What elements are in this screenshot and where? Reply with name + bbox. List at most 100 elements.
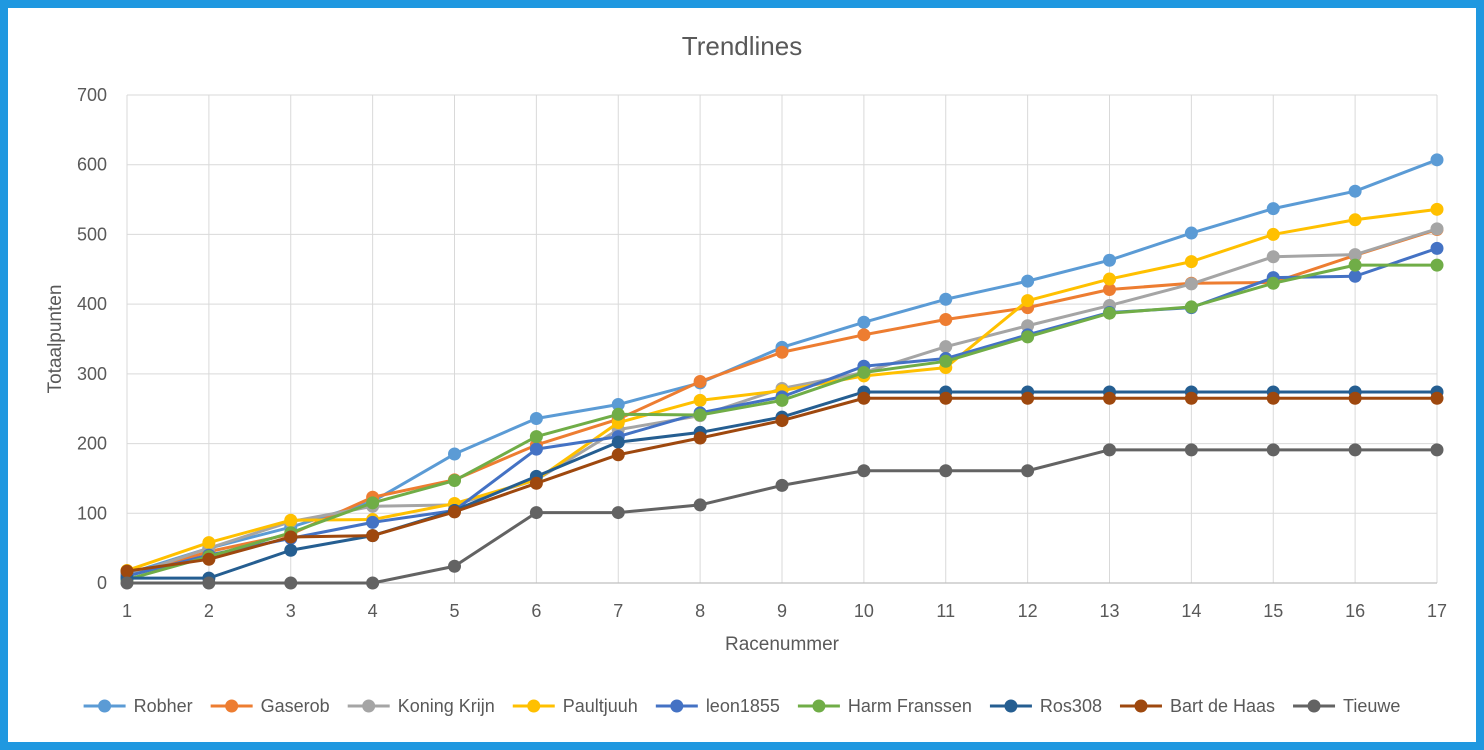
- data-point: [857, 328, 871, 342]
- data-point: [1266, 276, 1280, 290]
- y-tick-label: 100: [77, 503, 107, 523]
- data-point: [1103, 391, 1116, 405]
- data-point: [1430, 391, 1444, 405]
- y-tick-label: 500: [77, 224, 107, 244]
- data-point: [1021, 294, 1035, 308]
- data-point: [611, 435, 625, 449]
- data-point: [366, 515, 380, 529]
- data-point: [693, 408, 707, 422]
- legend-label: Paultjuuh: [563, 696, 638, 716]
- x-tick-label: 10: [854, 601, 874, 621]
- data-point: [1348, 391, 1362, 405]
- y-tick-label: 400: [77, 294, 107, 314]
- y-tick-label: 700: [77, 85, 107, 105]
- data-point: [366, 529, 380, 543]
- y-tick-label: 0: [97, 573, 107, 593]
- series-bart-de-haas: [120, 391, 1444, 578]
- data-point: [775, 393, 789, 407]
- x-tick-label: 4: [368, 601, 378, 621]
- chart-title: Trendlines: [682, 31, 802, 61]
- data-point: [1021, 330, 1035, 344]
- data-point: [1348, 258, 1362, 272]
- data-point: [202, 552, 216, 566]
- data-point: [284, 576, 298, 590]
- data-point: [1430, 241, 1444, 255]
- legend-label: Robher: [134, 696, 193, 716]
- data-point: [1266, 443, 1280, 457]
- legend-swatch-marker: [527, 699, 541, 713]
- data-point: [939, 312, 953, 326]
- data-point: [1021, 464, 1035, 478]
- data-point: [775, 345, 789, 359]
- y-tick-label: 300: [77, 364, 107, 384]
- x-tick-label: 7: [613, 601, 623, 621]
- legend-swatch-marker: [362, 699, 376, 713]
- data-point: [857, 391, 871, 405]
- data-point: [1103, 443, 1116, 457]
- data-point: [284, 543, 298, 557]
- legend-item-harm-franssen: Harm Franssen: [797, 696, 972, 716]
- data-point: [1266, 227, 1280, 241]
- data-point: [202, 536, 216, 550]
- legend-swatch-marker: [812, 699, 826, 713]
- data-point: [1184, 391, 1198, 405]
- data-point: [1103, 283, 1116, 297]
- legend-item-koning-krijn: Koning Krijn: [347, 696, 495, 716]
- x-tick-label: 1: [122, 601, 132, 621]
- data-point: [1266, 250, 1280, 264]
- series-lines: [120, 153, 1444, 590]
- data-point: [529, 476, 543, 490]
- legend-swatch-marker: [225, 699, 239, 713]
- data-point: [1184, 443, 1198, 457]
- x-axis-label: Racenummer: [725, 634, 840, 655]
- data-point: [775, 414, 789, 428]
- data-point: [1184, 277, 1198, 291]
- data-point: [693, 431, 707, 445]
- data-point: [284, 530, 298, 544]
- legend-swatch-marker: [98, 699, 112, 713]
- data-point: [1348, 269, 1362, 283]
- data-point: [1430, 443, 1444, 457]
- legend: Robher Gaserob Koning Krijn Paultjuuh leon18…: [83, 696, 1400, 716]
- x-tick-label: 13: [1099, 601, 1119, 621]
- data-point: [693, 393, 707, 407]
- y-tick-label: 600: [77, 155, 107, 175]
- data-point: [529, 430, 543, 444]
- data-point: [1348, 213, 1362, 227]
- x-tick-label: 8: [695, 601, 705, 621]
- y-tick-label: 200: [77, 434, 107, 454]
- data-point: [775, 478, 789, 492]
- data-point: [1184, 255, 1198, 269]
- legend-label: Bart de Haas: [1170, 696, 1275, 716]
- data-point: [1103, 272, 1116, 286]
- data-point: [1430, 153, 1444, 167]
- x-tick-label: 6: [531, 601, 541, 621]
- data-point: [448, 559, 461, 573]
- data-point: [611, 398, 625, 412]
- legend-item-ros308: Ros308: [989, 696, 1102, 716]
- data-point: [1266, 202, 1280, 216]
- data-point: [1021, 319, 1035, 333]
- data-point: [529, 411, 543, 425]
- y-axis-label: Totaalpunten: [45, 285, 66, 394]
- x-tick-label: 17: [1427, 601, 1447, 621]
- x-tick-label: 5: [449, 601, 459, 621]
- data-point: [1103, 253, 1116, 267]
- data-point: [1430, 202, 1444, 216]
- data-point: [1021, 391, 1035, 405]
- data-point: [1266, 391, 1280, 405]
- x-tick-label: 3: [286, 601, 296, 621]
- data-point: [857, 315, 871, 329]
- x-tick-label: 9: [777, 601, 787, 621]
- legend-label: Koning Krijn: [398, 696, 495, 716]
- data-point: [448, 447, 461, 461]
- legend-item-bart-de-haas: Bart de Haas: [1119, 696, 1275, 716]
- data-point: [202, 576, 216, 590]
- legend-label: Ros308: [1040, 696, 1102, 716]
- data-point: [611, 506, 625, 520]
- data-point: [611, 407, 625, 421]
- data-point: [1348, 248, 1362, 262]
- data-point: [1348, 184, 1362, 198]
